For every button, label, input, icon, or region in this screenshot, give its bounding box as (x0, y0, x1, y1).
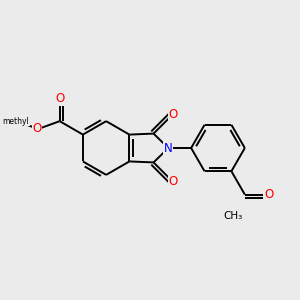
Text: methyl: methyl (2, 117, 29, 126)
Text: O: O (33, 122, 42, 136)
Text: O: O (169, 108, 178, 121)
Text: N: N (164, 142, 173, 154)
Text: O: O (169, 175, 178, 188)
Text: O: O (264, 188, 273, 201)
Text: O: O (55, 92, 64, 105)
Text: CH₃: CH₃ (223, 212, 242, 221)
